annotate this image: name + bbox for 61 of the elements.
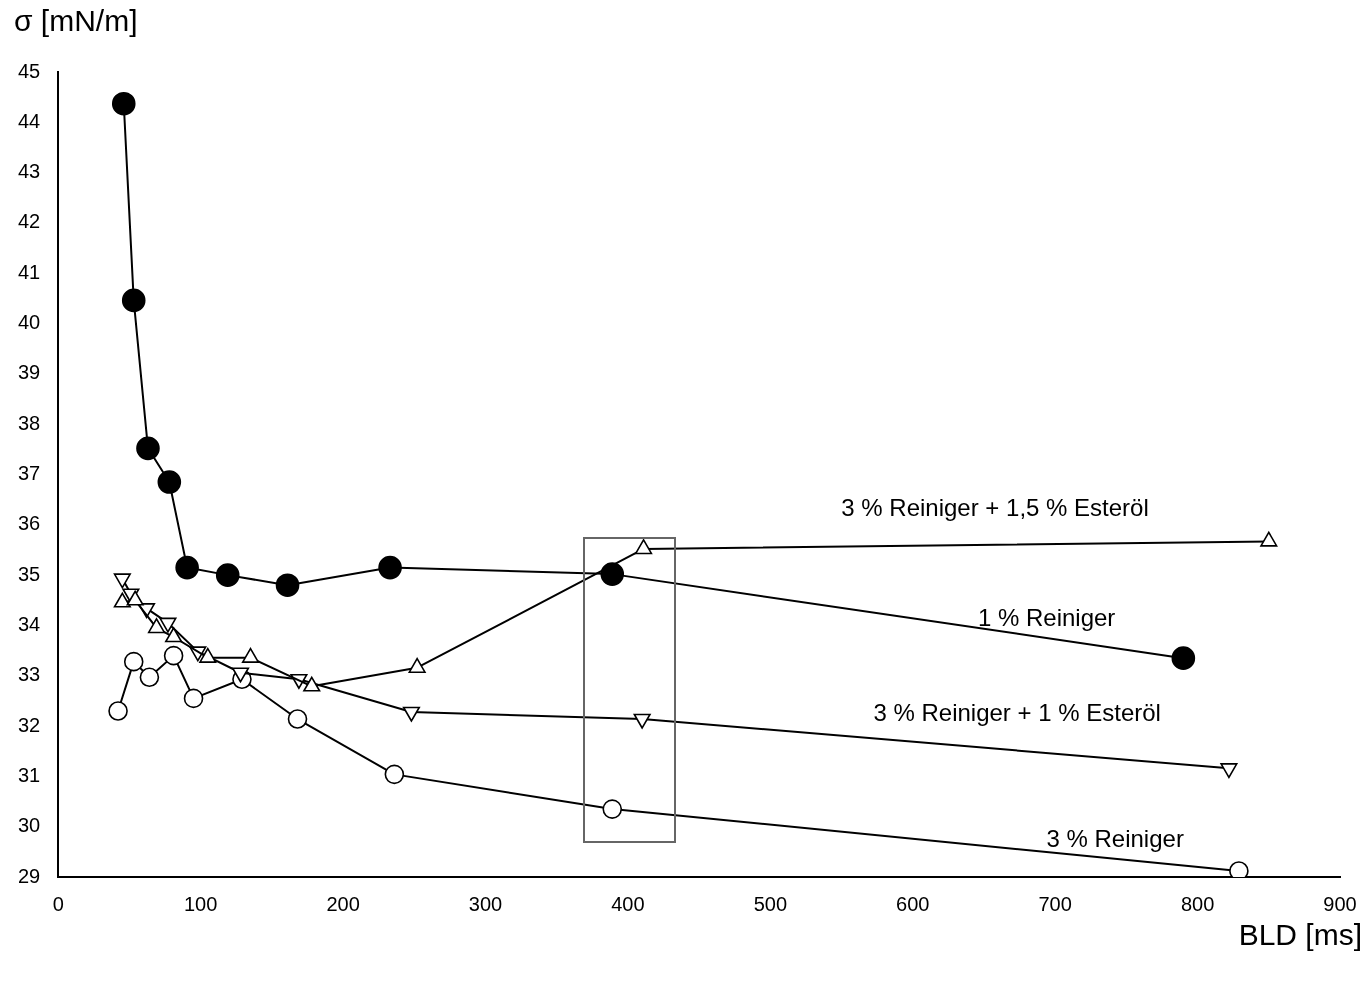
y-tick-label: 39 bbox=[18, 361, 41, 384]
series-label: 1 % Reiniger bbox=[977, 603, 1116, 631]
y-tick-label: 30 bbox=[18, 814, 41, 837]
point bbox=[1260, 531, 1278, 547]
x-tick-label: 900 bbox=[1323, 892, 1357, 915]
x-tick-label: 400 bbox=[611, 892, 645, 915]
y-tick-label: 44 bbox=[18, 109, 41, 132]
point bbox=[163, 645, 184, 666]
y-tick-label: 29 bbox=[18, 864, 41, 887]
series-label: 3 % Reiniger bbox=[1046, 824, 1184, 852]
y-axis-title: σ [mN/m] bbox=[14, 4, 138, 38]
point bbox=[275, 573, 300, 597]
point bbox=[600, 562, 625, 586]
x-tick-label: 500 bbox=[753, 892, 788, 915]
x-axis-title: BLD [ms] bbox=[1238, 918, 1362, 952]
point bbox=[634, 539, 653, 555]
point bbox=[199, 647, 217, 663]
point bbox=[183, 688, 204, 709]
x-tick-label: 700 bbox=[1038, 892, 1072, 915]
point bbox=[147, 618, 166, 634]
y-tick-label: 36 bbox=[18, 512, 41, 535]
y-tick-label: 34 bbox=[18, 612, 41, 635]
x-tick-label: 0 bbox=[52, 892, 64, 915]
point bbox=[175, 555, 199, 580]
x-tick-label: 100 bbox=[183, 892, 218, 915]
x-tick-label: 200 bbox=[326, 892, 360, 915]
y-tick-label: 31 bbox=[18, 763, 41, 786]
y-tick-label: 38 bbox=[18, 411, 41, 434]
y-tick-label: 41 bbox=[18, 260, 41, 283]
point bbox=[108, 701, 128, 721]
point bbox=[157, 470, 182, 494]
y-tick-label: 42 bbox=[18, 210, 41, 233]
y-tick-label: 37 bbox=[18, 462, 41, 485]
point bbox=[111, 91, 136, 116]
point bbox=[378, 555, 402, 580]
point bbox=[165, 627, 183, 643]
point bbox=[215, 563, 240, 587]
y-tick-label: 40 bbox=[18, 311, 41, 334]
point bbox=[1171, 646, 1196, 670]
x-tick-label: 800 bbox=[1180, 892, 1215, 915]
point bbox=[113, 592, 131, 608]
point bbox=[126, 590, 144, 606]
point bbox=[121, 288, 146, 313]
y-tick-label: 32 bbox=[18, 713, 41, 736]
point bbox=[1229, 861, 1249, 877]
series-label: 3 % Reiniger + 1 % Esteröl bbox=[873, 698, 1161, 726]
point bbox=[241, 647, 260, 663]
point bbox=[384, 764, 405, 785]
series-label: 3 % Reiniger + 1,5 % Esteröl bbox=[841, 494, 1149, 522]
point bbox=[136, 436, 160, 461]
point bbox=[287, 709, 308, 729]
point bbox=[303, 676, 321, 692]
x-tick-label: 600 bbox=[896, 892, 930, 915]
point bbox=[123, 651, 144, 672]
y-tick-label: 45 bbox=[18, 59, 41, 82]
y-tick-label: 43 bbox=[18, 160, 41, 183]
y-tick-label: 35 bbox=[18, 562, 41, 585]
y-tick-label: 33 bbox=[18, 663, 41, 686]
point bbox=[139, 667, 160, 688]
x-tick-label: 300 bbox=[468, 892, 503, 915]
point bbox=[602, 799, 623, 819]
